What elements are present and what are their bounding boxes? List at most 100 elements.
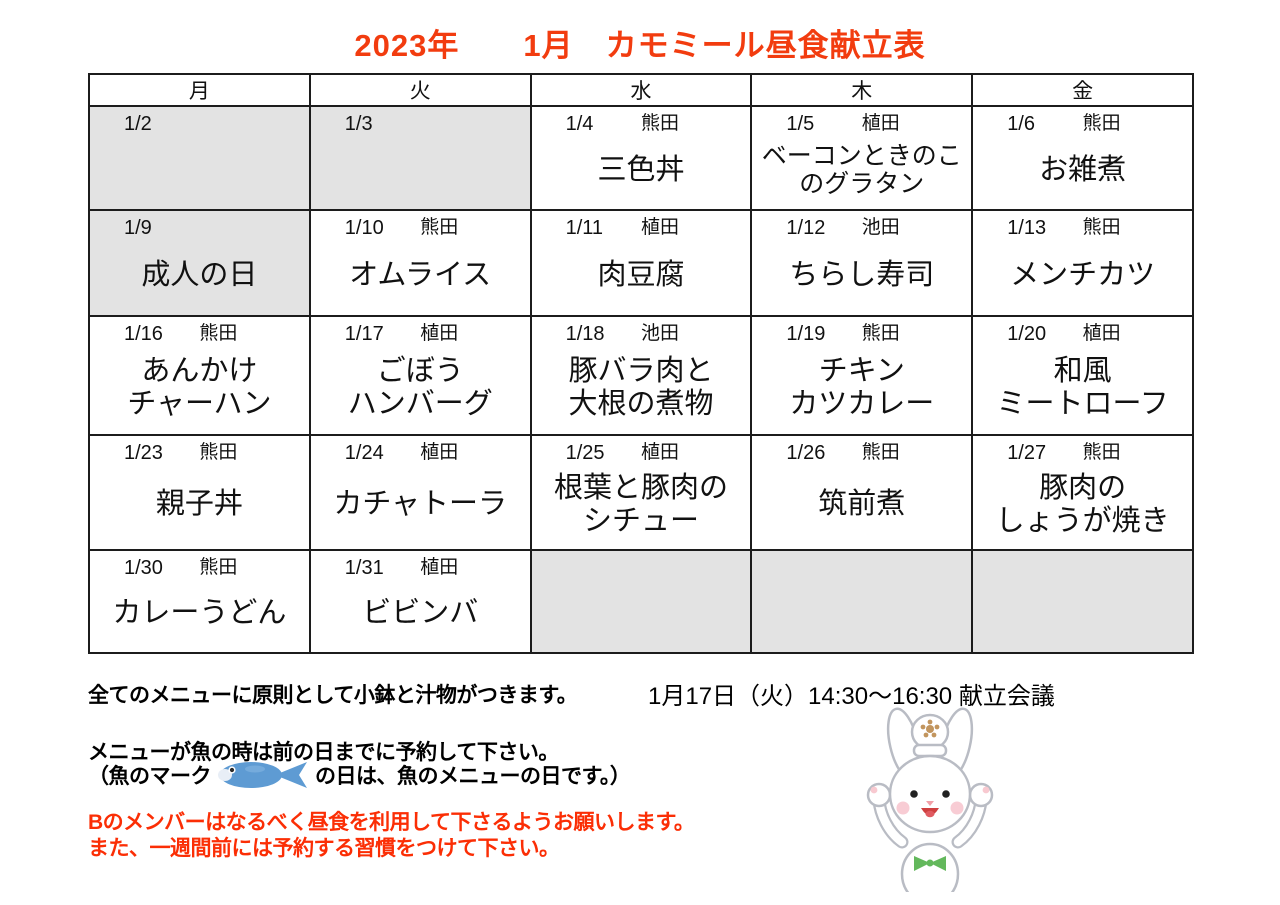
day-cell-1-10: 1/10 熊田 オムライス [308,209,532,317]
day-header-fri: 金 [971,73,1194,107]
cell-menu-item: ベーコンときのこ のグラタン [761,142,962,198]
notice-use-lunch: Bのメンバーはなるべく昼食を利用して下さるようお願いします。 [88,811,695,834]
cell-menu-item [973,581,1192,652]
note-fish-mark-prefix: （魚のマーク [88,765,212,788]
day-cell-1-4: 1/4 熊田三色丼 [529,105,753,211]
day-cell-1-12: 1/12 池田ちらし寿司 [750,209,974,317]
note-fish-mark-suffix: の日は、魚のメニューの日です。） [315,765,631,788]
cell-date: 1/3 [344,113,373,135]
cell-staff-name: 池田 [861,217,900,238]
cell-date: 1/24 [344,442,384,464]
week-row-1: 1/2 1/3 1/4 熊田三色丼 1/5 植田ベーコンときのこ のグラタン 1/6 熊田お雑… [88,105,1194,211]
cell-staff-name: 植田 [1082,323,1121,344]
day-cell-1-13: 1/13 熊田メンチカツ [971,209,1194,317]
day-cell-1-6: 1/6 熊田お雑煮 [971,105,1194,211]
day-cell-1-25: 1/25 植田根葉と豚肉の シチュー [529,434,753,551]
cell-date: 1/20 [1007,323,1047,345]
cell-menu-item [90,137,309,209]
cell-date: 1/4 [565,113,594,135]
cell-staff-name: 熊田 [1082,442,1121,463]
day-cell-empty [529,549,753,654]
cell-menu-item [752,581,971,652]
cell-date: 1/25 [565,442,605,464]
cell-menu-item: ちらし寿司 [789,258,935,291]
cell-menu-item: チキン カツカレー [789,355,935,420]
note-fish-reservation: メニューが魚の時は前の日までに予約して下さい。 [88,741,559,764]
cell-menu-item: 根葉と豚肉の シチュー [553,472,728,537]
cell-staff-name: 植田 [640,442,679,463]
fish-icon [218,762,307,788]
day-cell-1-16: 1/16 熊田あんかけ チャーハン [88,315,311,436]
day-cell-1-24: 1/24 植田カチャトーラ [308,434,532,551]
cell-date: 1/27 [1007,442,1047,464]
cell-date: 1/23 [124,442,163,464]
day-header-tue: 火 [308,73,532,107]
day-header-wed: 水 [529,73,753,107]
cell-menu-item: あんかけ チャーハン [127,355,272,420]
cell-staff-name: 熊田 [420,217,459,238]
week-row-3: 1/16 熊田 あんかけ チャーハン 1/17 植田 ごぼう ハンバーグ 1/18 池田 豚バラ… [88,315,1194,436]
cell-menu-item: 三色丼 [597,153,685,186]
note-fish-mark: （魚のマーク の日は、魚のメニューの日です。） [88,758,631,792]
menu-calendar-table: 月 火 水 木 金 1/2 1/3 1/4 熊田 三色丼 1/5 植田 ベーコンときのこ のグ… [88,73,1194,654]
cell-menu-item: カチャトーラ [333,488,508,521]
cell-staff-name: 池田 [640,323,679,344]
cell-menu-item [311,137,530,209]
week-row-2: 1/9 成人の日 1/10 熊田 オムライス 1/11 植田 肉豆腐 1/12 池田 ちらし寿司 1/… [88,209,1194,317]
notice-reserve-week-ahead: また、一週間前には予約する習慣をつけて下さい。 [88,837,560,860]
day-cell-empty [750,549,974,654]
cell-staff-name: 熊田 [861,323,900,344]
cell-menu-item: メンチカツ [1010,258,1156,291]
day-cell-1-17: 1/17 植田 ごぼう ハンバーグ [308,315,532,436]
day-cell-1-26: 1/26 熊田 筑前煮 [750,434,974,551]
day-cell-1-30: 1/30 熊田カレーうどん [88,549,311,654]
cell-date: 1/13 [1007,217,1047,239]
day-cell-1-5: 1/5 植田ベーコンときのこ のグラタン [750,105,974,211]
day-cell-1-31: 1/31 植田ビビンバ [308,549,532,654]
day-cell-1-11: 1/11 植田 肉豆腐 [529,209,753,317]
cell-date: 1/16 [124,323,163,345]
cell-date: 1/18 [565,323,605,345]
cell-menu-item: ごぼう ハンバーグ [347,355,493,420]
cell-staff-name: 熊田 [1082,113,1121,134]
day-header-mon: 月 [88,73,311,107]
cell-date: 1/12 [786,217,826,239]
page-title: 2023年 1月 カモミール昼食献立表 [354,28,926,63]
rabbit-chef-illustration [866,707,994,892]
day-header-row: 月 火 水 木 金 [88,73,1194,107]
day-cell-1-23: 1/23 熊田 親子丼 [88,434,311,551]
cell-staff-name: 植田 [640,217,679,238]
cell-menu-item: 成人の日 [141,258,258,291]
cell-staff-name: 熊田 [199,323,238,344]
bow-tie-icon [914,856,946,871]
cell-menu-item: カレーうどん [112,597,287,630]
cell-date: 1/5 [786,113,815,135]
day-cell-empty [971,549,1194,654]
cell-staff-name: 熊田 [199,557,238,578]
cell-menu-item: 和風 ミートローフ [996,355,1169,420]
cell-date: 1/31 [344,557,384,579]
cell-date: 1/17 [344,323,384,345]
cell-staff-name: 植田 [420,557,459,578]
cell-date: 1/26 [786,442,826,464]
day-cell-1-19: 1/19 熊田 チキン カツカレー [750,315,974,436]
cell-menu-item: 豚肉の しょうが焼き [995,472,1170,537]
cell-menu-item: お雑煮 [1039,153,1127,186]
day-cell-1-20: 1/20 植田和風 ミートローフ [971,315,1194,436]
cell-date: 1/30 [124,557,163,579]
cell-date: 1/2 [124,113,152,135]
day-cell-1-3: 1/3 [308,105,532,211]
cell-menu-item: 肉豆腐 [597,258,685,291]
note-side-dishes: 全てのメニューに原則として小鉢と汁物がつきます。 [88,684,578,707]
day-cell-1-2: 1/2 [88,105,311,211]
cell-date: 1/6 [1007,113,1035,135]
cell-menu-item: ビビンバ [362,597,479,630]
cell-staff-name: 植田 [861,113,900,134]
week-row-4: 1/23 熊田 親子丼 1/24 植田 カチャトーラ 1/25 植田 根葉と豚肉の シチュー 1/… [88,434,1194,551]
cell-staff-name: 熊田 [1082,217,1121,238]
cell-staff-name: 熊田 [640,113,679,134]
day-cell-1-27: 1/27 熊田豚肉の しょうが焼き [971,434,1194,551]
cell-staff-name: 植田 [420,442,459,463]
day-header-thu: 木 [750,73,974,107]
